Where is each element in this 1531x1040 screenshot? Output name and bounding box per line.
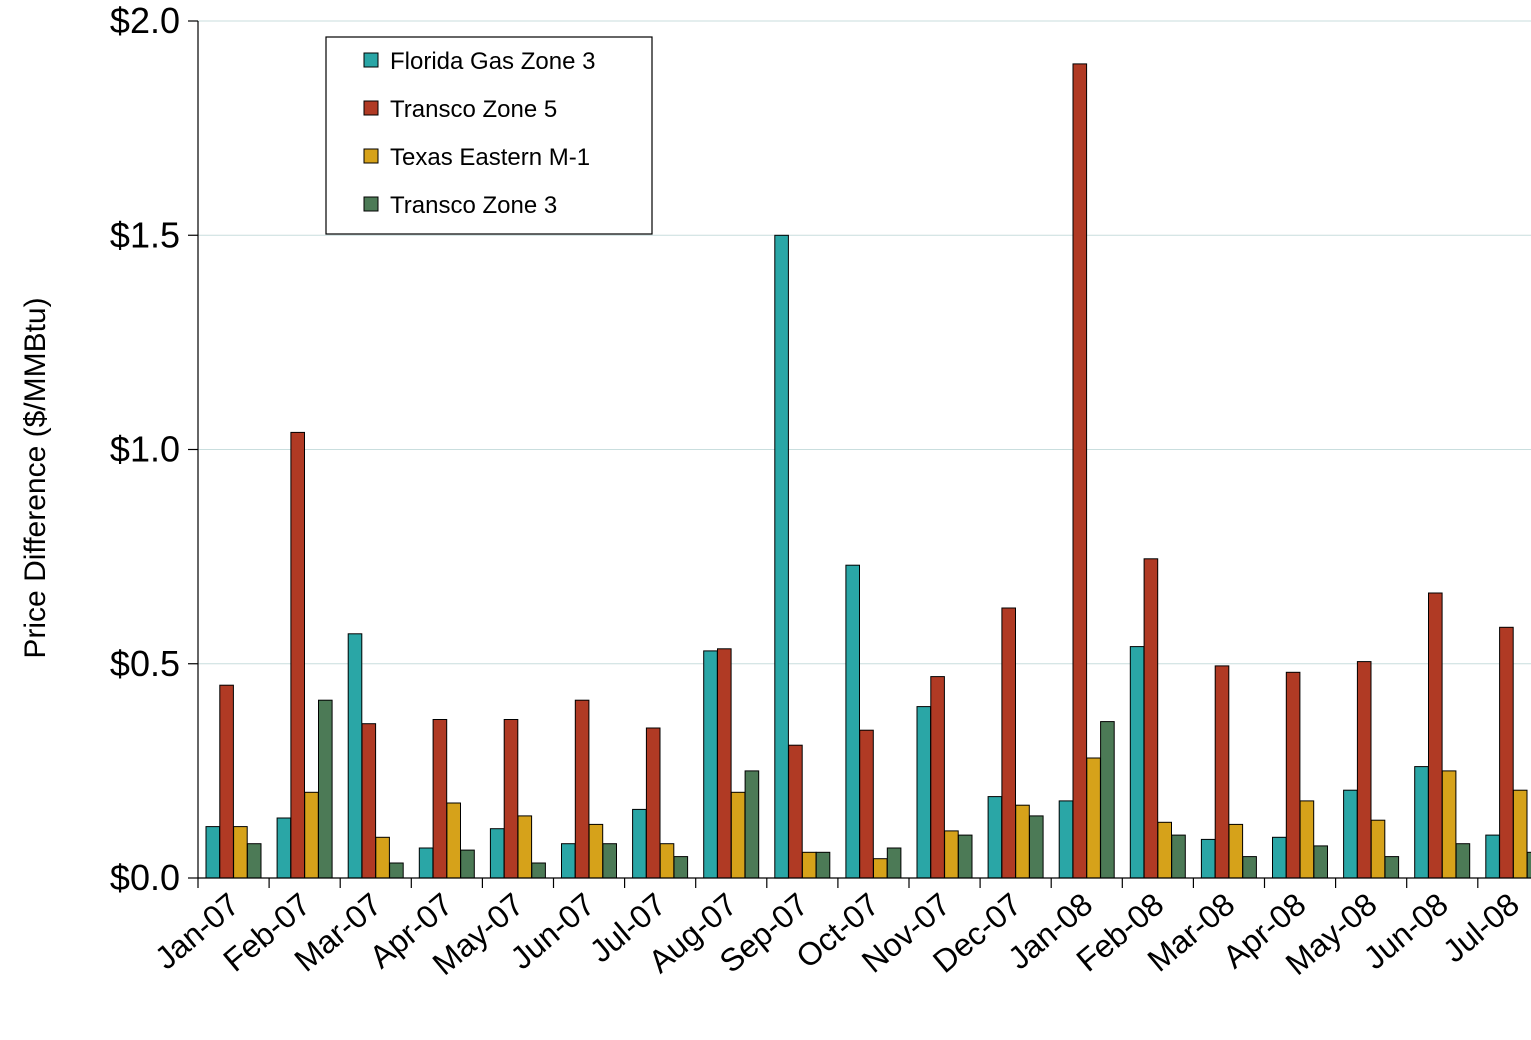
bar <box>347 633 363 879</box>
bar <box>1001 607 1017 879</box>
bar <box>632 808 647 879</box>
bar <box>717 648 732 879</box>
bar <box>645 727 661 879</box>
bar <box>1512 789 1528 879</box>
bar <box>574 699 590 879</box>
bar <box>788 744 803 879</box>
legend-label: Transco Zone 5 <box>390 96 557 123</box>
bar <box>916 706 932 879</box>
bar <box>304 791 319 879</box>
bar <box>1272 836 1287 879</box>
bar <box>446 802 461 879</box>
bar <box>517 815 533 879</box>
bar <box>1214 665 1230 879</box>
bar <box>730 791 746 879</box>
bar <box>375 836 390 879</box>
bar <box>1242 856 1257 879</box>
bar <box>1384 856 1400 879</box>
bar <box>1414 766 1429 879</box>
bar <box>219 684 234 879</box>
bar <box>1058 800 1074 879</box>
legend-swatch <box>363 52 379 68</box>
bar <box>205 826 221 879</box>
y-tick-label: $0.0 <box>110 857 180 898</box>
bar <box>1343 789 1358 879</box>
y-tick-label: $0.5 <box>110 643 180 684</box>
bar <box>1526 851 1531 879</box>
bar <box>1428 592 1443 879</box>
bar <box>1441 770 1457 879</box>
x-tick-label: Jul-08 <box>1436 886 1526 970</box>
bar <box>859 729 874 879</box>
bar <box>1356 661 1372 879</box>
bar <box>233 826 248 879</box>
y-tick-label: $1.5 <box>110 214 180 255</box>
bar <box>290 431 305 879</box>
bar <box>1499 626 1514 879</box>
bar <box>987 796 1003 879</box>
bar <box>1455 843 1471 879</box>
bar <box>957 834 973 879</box>
bar <box>944 830 959 879</box>
legend-box <box>325 36 653 235</box>
bar <box>930 676 945 879</box>
bar <box>1285 671 1301 879</box>
bar <box>1029 815 1044 879</box>
bar <box>815 851 831 879</box>
bar <box>1157 821 1173 879</box>
legend-label: Transco Zone 3 <box>390 192 557 219</box>
bar <box>318 699 333 879</box>
bar <box>588 823 604 879</box>
bar <box>873 858 888 879</box>
bar <box>1200 838 1216 879</box>
bar <box>602 843 618 879</box>
bar <box>673 856 689 879</box>
legend-label: Florida Gas Zone 3 <box>390 48 595 75</box>
y-tick-label: $1.0 <box>110 429 180 470</box>
bar <box>1072 63 1088 879</box>
bar <box>774 234 789 879</box>
legend-swatch <box>363 196 379 212</box>
axes <box>188 20 1531 888</box>
bar <box>744 770 760 879</box>
legend-swatch <box>363 100 379 116</box>
bar <box>1100 721 1115 879</box>
bar <box>886 847 902 879</box>
bar <box>418 847 434 879</box>
bar <box>361 723 377 879</box>
bar <box>1370 819 1386 879</box>
bar <box>531 862 546 879</box>
bar <box>845 564 861 879</box>
y-tick-label: $2.0 <box>110 0 180 41</box>
bar <box>460 849 475 879</box>
bar <box>503 719 519 879</box>
bar <box>432 719 448 879</box>
bar <box>1086 757 1101 879</box>
bar <box>276 817 292 879</box>
bar <box>489 828 505 879</box>
bar <box>801 851 817 879</box>
bar <box>1313 845 1329 879</box>
legend-swatch <box>363 148 379 164</box>
bar <box>1485 834 1500 879</box>
legend: Florida Gas Zone 3 Transco Zone 5 Texas Ea… <box>325 36 653 235</box>
y-axis-label: Price Difference ($/MMBtu) <box>19 297 52 658</box>
bar <box>703 650 718 879</box>
bar <box>246 843 262 879</box>
bar <box>1299 800 1315 879</box>
bar <box>561 843 576 879</box>
bar <box>659 843 675 879</box>
bar <box>389 862 404 879</box>
bars <box>205 63 1531 879</box>
bar <box>1015 804 1030 879</box>
bar <box>1129 646 1145 879</box>
bar <box>1228 823 1244 879</box>
gridlines <box>198 20 1531 665</box>
legend-label: Texas Eastern M-1 <box>390 144 590 171</box>
bar <box>1143 558 1159 879</box>
bar <box>1171 834 1186 879</box>
